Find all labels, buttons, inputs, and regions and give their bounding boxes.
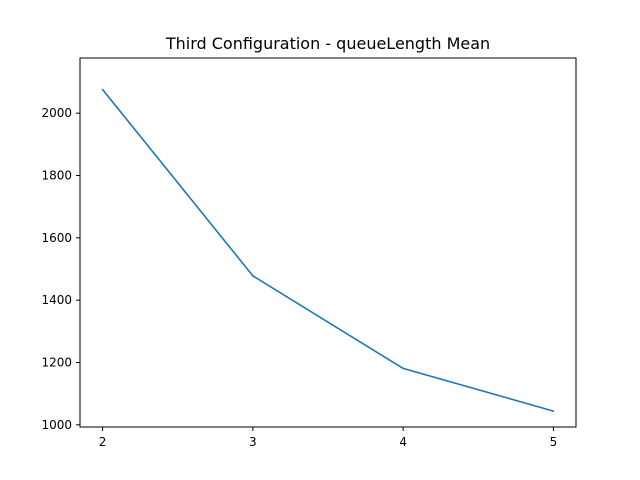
x-tick-label: 5	[550, 435, 558, 449]
series-line	[101, 88, 554, 412]
y-tick-label: 1800	[41, 168, 72, 182]
y-tick-label: 1400	[41, 293, 72, 307]
y-tick-label: 1600	[41, 231, 72, 245]
data-point	[101, 88, 104, 91]
series-layer	[101, 88, 555, 412]
data-point	[552, 410, 555, 412]
y-tick-label: 1000	[41, 418, 72, 432]
plot-area-frame	[79, 57, 577, 428]
data-point	[402, 367, 404, 370]
y-axis: 1000 1200 1400 1600 1800 2000	[41, 106, 80, 432]
y-tick-label: 2000	[41, 106, 72, 120]
x-tick-label: 2	[99, 435, 107, 449]
x-tick-label: 3	[249, 435, 257, 449]
x-axis: 2 3 4 5	[99, 427, 558, 449]
y-tick-label: 1200	[41, 355, 72, 369]
chart-title: Third Configuration - queueLength Mean	[165, 34, 490, 53]
data-point	[252, 275, 254, 277]
x-tick-label: 4	[399, 435, 407, 449]
